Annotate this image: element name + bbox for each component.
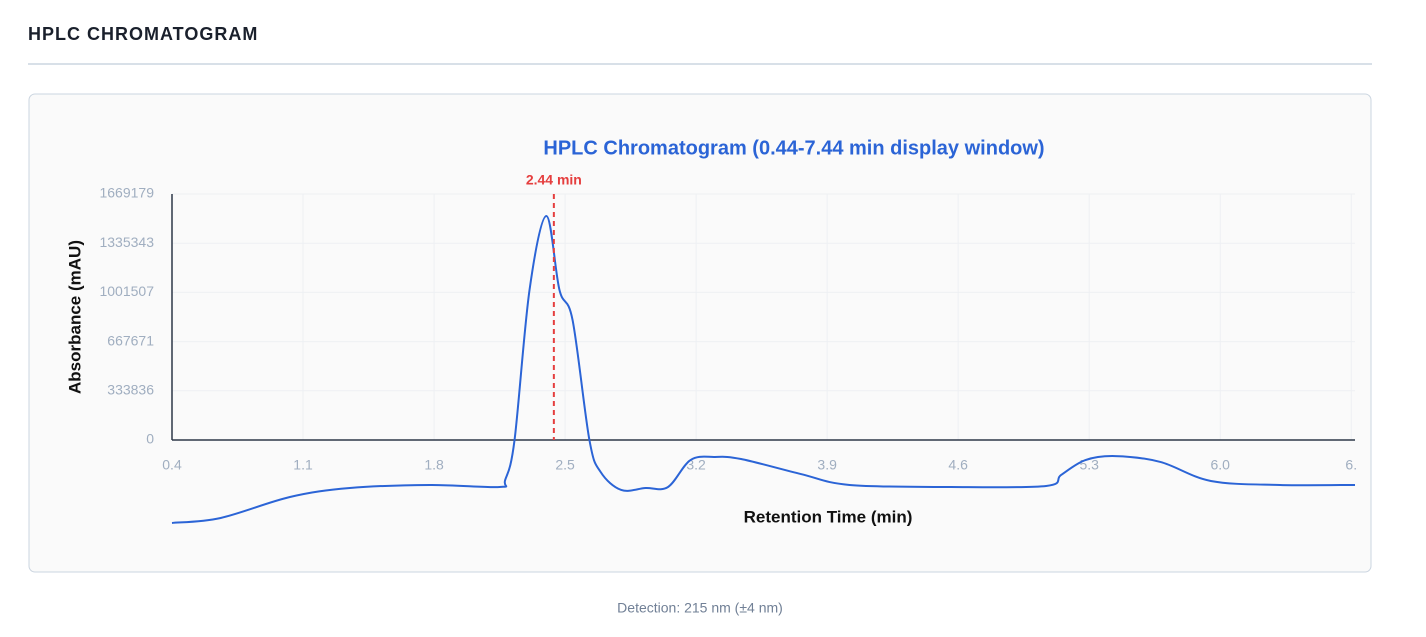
- x-tick-label: 6.: [1345, 457, 1357, 473]
- chart-title: HPLC Chromatogram (0.44-7.44 min display…: [543, 137, 1044, 159]
- x-tick-label: 6.0: [1210, 457, 1230, 473]
- page-title: HPLC CHROMATOGRAM: [28, 24, 258, 44]
- y-tick-label: 333836: [107, 382, 154, 398]
- x-tick-label: 0.4: [162, 457, 182, 473]
- footer-note: Detection: 215 nm (±4 nm): [617, 600, 783, 616]
- y-tick-label: 1001507: [99, 283, 154, 299]
- x-tick-label: 2.5: [555, 457, 575, 473]
- x-axis-title: Retention Time (min): [744, 507, 913, 526]
- x-tick-label: 1.8: [424, 457, 444, 473]
- series-line: [171, 214, 1356, 524]
- peak-marker-label: 2.44 min: [526, 172, 582, 188]
- x-tick-label: 3.9: [817, 457, 837, 473]
- chart-card: [28, 93, 1372, 573]
- x-tick-label: 4.6: [948, 457, 968, 473]
- y-tick-label: 1669179: [99, 185, 154, 201]
- x-tick-label: 1.1: [293, 457, 313, 473]
- y-tick-label: 1335343: [99, 234, 154, 250]
- y-axis-title: Absorbance (mAU): [65, 240, 84, 394]
- y-tick-label: 0: [146, 431, 154, 447]
- y-tick-label: 667671: [107, 332, 154, 348]
- x-tick-label: 3.2: [686, 457, 706, 473]
